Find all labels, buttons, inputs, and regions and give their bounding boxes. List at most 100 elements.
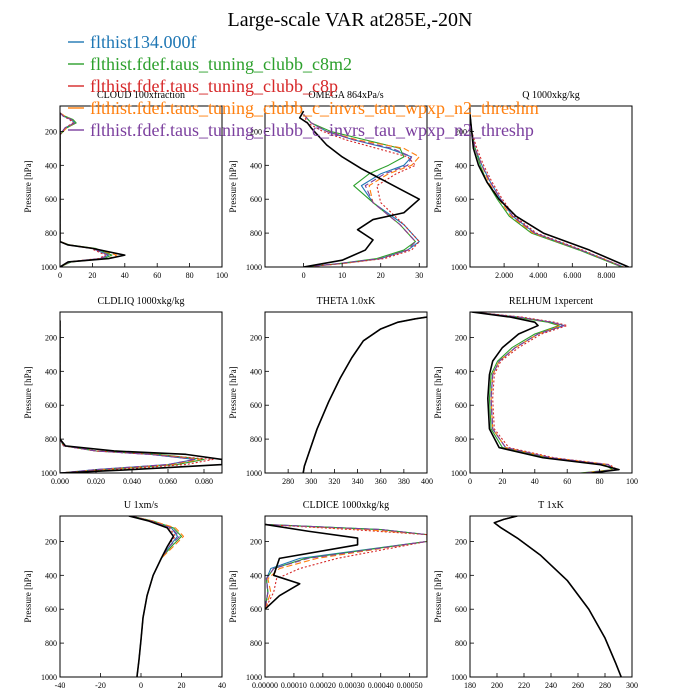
panel-3-series-5 xyxy=(60,320,222,473)
panel-8-xtick-label-5: 280 xyxy=(599,681,611,690)
panel-8-series-1 xyxy=(493,516,622,677)
panel-5-xtick-label-2: 40 xyxy=(531,477,539,486)
panel-1-ylabel: Pressure [hPa] xyxy=(228,160,238,212)
panel-2-series-2 xyxy=(470,114,624,267)
panel-8-ylabel: Pressure [hPa] xyxy=(433,570,443,622)
panel-3-ytick-label-3: 800 xyxy=(45,435,57,444)
panel-1-series-5 xyxy=(298,110,421,267)
panel-4-title: THETA 1.0xK xyxy=(317,296,376,307)
panel-2-ytick-label-2: 600 xyxy=(455,195,467,204)
panel-8-xtick-label-3: 240 xyxy=(545,681,557,690)
panel-5-xtick-label-0: 0 xyxy=(468,477,472,486)
panel-8-ytick-label-4: 1000 xyxy=(451,673,467,682)
panel-7-frame xyxy=(264,515,428,678)
panel-7-series-3 xyxy=(265,523,427,610)
panel-3-xtick-label-1: 0.020 xyxy=(87,477,105,486)
panel-6-ylabel: Pressure [hPa] xyxy=(23,570,33,622)
legend-entry-3: flthist.fdef.taus_tuning_clubb_c_invrs_t… xyxy=(90,98,539,118)
panel-4: 200 400 600 800 1000 280 300 320 340 360 380 400 THE… xyxy=(228,296,433,486)
panel-6-series-2 xyxy=(130,516,176,677)
panel-5-series-4 xyxy=(473,312,617,473)
legend-entry-0: flthist134.000f xyxy=(90,32,197,52)
panel-4-ytick-label-2: 600 xyxy=(250,401,262,410)
panel-5-series-2 xyxy=(473,312,618,473)
panel-5-ytick-label-1: 400 xyxy=(455,367,467,376)
panel-1-series-1 xyxy=(303,114,416,267)
panel-5-series-5 xyxy=(471,312,620,473)
panel-3-frame xyxy=(59,311,223,474)
panel-0-ytick-label-2: 600 xyxy=(45,195,57,204)
panel-7-series-4 xyxy=(265,523,427,610)
panel-6-title: U 1xm/s xyxy=(124,500,158,511)
panel-8-xtick-label-6: 300 xyxy=(626,681,638,690)
panel-3-series-2 xyxy=(60,320,214,473)
panel-2-xtick-label-3: 8.000 xyxy=(597,271,615,280)
panel-8-series-2 xyxy=(493,516,622,677)
panel-4-xtick-label-0: 280 xyxy=(282,477,294,486)
panel-7-xtick-label-3: 0.00030 xyxy=(339,681,365,690)
legend-entry-4: flthist.fdef.taus_tuning_clubb_c_invrs_t… xyxy=(90,120,534,140)
panel-6-xtick-label-2: 0 xyxy=(139,681,143,690)
panel-4-ytick-label-1: 400 xyxy=(250,367,262,376)
panel-6-ytick-label-3: 800 xyxy=(45,639,57,648)
panel-1-ytick-label-2: 600 xyxy=(250,195,262,204)
panel-3-ytick-label-2: 600 xyxy=(45,401,57,410)
panel-0-ytick-label-1: 400 xyxy=(45,161,57,170)
panel-7-ytick-label-0: 200 xyxy=(250,537,262,546)
panel-5-ytick-label-4: 1000 xyxy=(451,469,467,478)
panel-4-frame xyxy=(264,311,428,474)
panel-5-xtick-label-3: 60 xyxy=(563,477,571,486)
panel-1-title: OMEGA 864xPa/s xyxy=(308,90,383,101)
panel-2-ylabel: Pressure [hPa] xyxy=(433,160,443,212)
panel-8-ytick-label-0: 200 xyxy=(455,537,467,546)
panel-7-ytick-label-3: 800 xyxy=(250,639,262,648)
panel-6-series-5 xyxy=(128,516,175,677)
panel-6-frame xyxy=(59,515,223,678)
panel-0-ytick-label-4: 1000 xyxy=(41,263,57,272)
panel-1-ytick-label-0: 200 xyxy=(250,127,262,136)
panel-5-xtick-label-4: 80 xyxy=(596,477,604,486)
panel-0-title: CLOUD 100xfraction xyxy=(97,90,185,101)
panel-1-series-4 xyxy=(303,114,416,267)
panel-3-ylabel: Pressure [hPa] xyxy=(23,366,33,418)
panel-5-ytick-label-3: 800 xyxy=(455,435,467,444)
panel-1-series-3 xyxy=(303,114,420,267)
panel-5-frame xyxy=(469,311,633,474)
panel-2-xtick-label-0: 2.000 xyxy=(495,271,513,280)
panel-2-title: Q 1000xkg/kg xyxy=(522,90,580,101)
panel-8-xtick-label-2: 220 xyxy=(518,681,530,690)
panel-8-title: T 1xK xyxy=(538,500,564,511)
panel-8-ytick-label-2: 600 xyxy=(455,605,467,614)
panel-1-xtick-label-0: 0 xyxy=(302,271,306,280)
panel-8-xtick-label-4: 260 xyxy=(572,681,584,690)
panel-3-title: CLDLIQ 1000xkg/kg xyxy=(98,296,185,307)
panel-0-lines xyxy=(60,112,126,267)
panel-7-series-2 xyxy=(265,523,427,610)
panel-7-lines xyxy=(265,523,427,610)
panel-0-xtick-label-0: 0 xyxy=(58,271,62,280)
panel-7-xtick-label-0: 0.00000 xyxy=(252,681,278,690)
panel-8-series-4 xyxy=(493,516,622,677)
panel-4-ylabel: Pressure [hPa] xyxy=(228,366,238,418)
panel-3-series-1 xyxy=(60,320,205,473)
panel-0-xtick-label-4: 80 xyxy=(186,271,194,280)
panel-8-series-3 xyxy=(493,516,622,677)
panel-7-xtick-label-1: 0.00010 xyxy=(281,681,307,690)
panel-0-xtick-label-1: 20 xyxy=(88,271,96,280)
panel-3-lines xyxy=(60,320,222,473)
panel-0-series-2 xyxy=(60,112,106,267)
panel-0-xtick-label-5: 100 xyxy=(216,271,228,280)
legend-entry-2: flthist.fdef.taus_tuning_clubb_c8p xyxy=(90,76,338,96)
panel-5-ytick-label-2: 600 xyxy=(455,401,467,410)
panel-5-series-0 xyxy=(473,312,617,473)
panel-4-xtick-label-3: 340 xyxy=(352,477,364,486)
panel-2: 200 400 600 800 1000 2.000 4.000 6.000 8.000 Q 10… xyxy=(433,90,633,280)
panel-8-ytick-label-1: 400 xyxy=(455,571,467,580)
panel-8-ytick-label-3: 800 xyxy=(455,639,467,648)
panel-6-ytick-label-0: 200 xyxy=(45,537,57,546)
panel-7-ytick-label-1: 400 xyxy=(250,571,262,580)
panel-1-lines xyxy=(298,110,421,267)
panel-2-ytick-label-0: 200 xyxy=(455,127,467,136)
